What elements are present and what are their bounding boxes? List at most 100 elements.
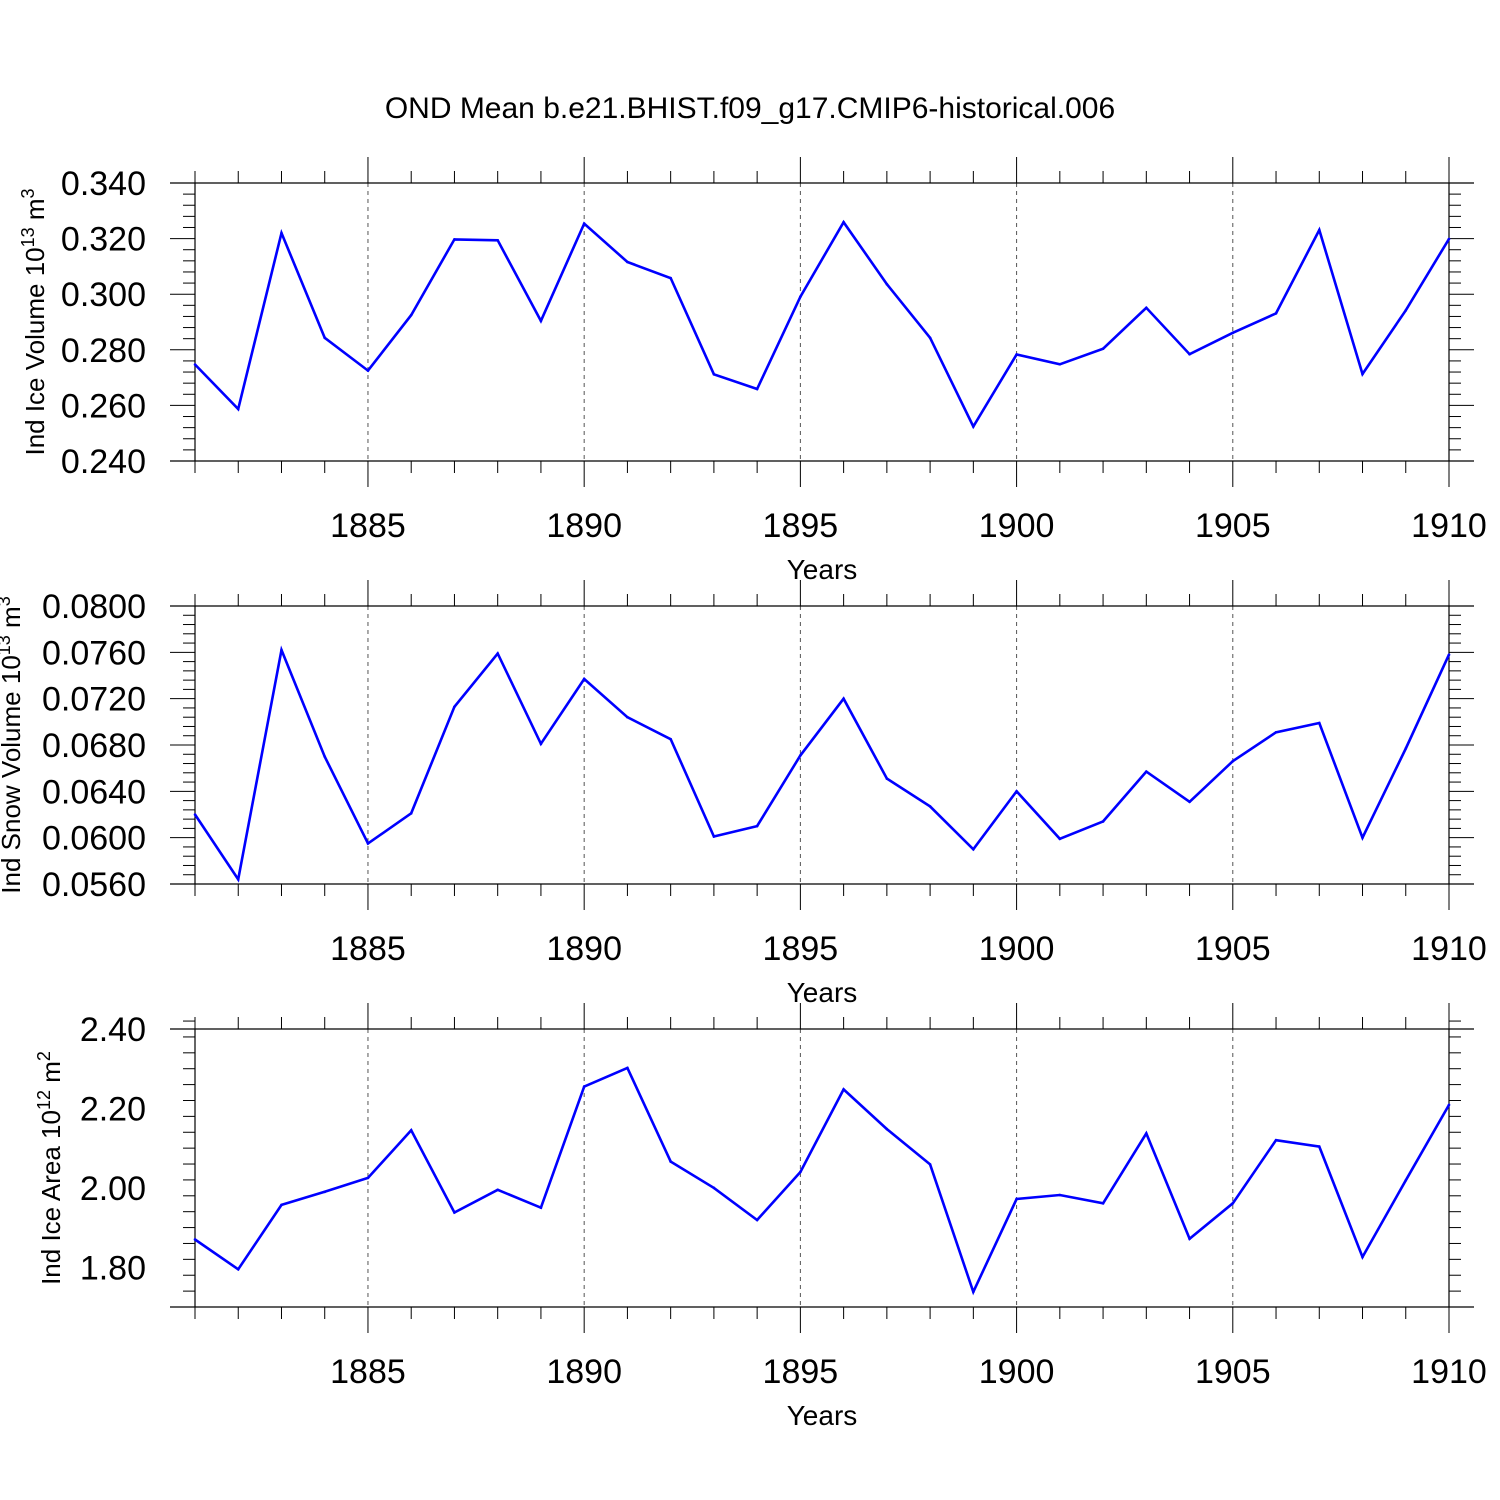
data-point <box>1274 730 1278 734</box>
series-line <box>193 645 1451 883</box>
y-tick-label: 0.320 <box>61 221 146 259</box>
data-point <box>323 1190 327 1194</box>
data-point <box>366 842 370 845</box>
data-point <box>236 878 240 881</box>
data-point <box>842 220 845 224</box>
data-point <box>1101 1202 1105 1205</box>
x-tick-label: 1895 <box>763 930 839 968</box>
data-point <box>280 1203 283 1207</box>
panel-2: 0.0560 0.0600 0.0640 0.0680 0.0720 0.0760 0.08… <box>0 580 1487 1008</box>
x-tick-label: 1910 <box>1411 1353 1487 1391</box>
y-tick-label: 0.300 <box>61 276 146 314</box>
y-axis-title: Ind Ice Area 1012 m2 <box>34 1051 66 1285</box>
data-point <box>409 1128 413 1132</box>
data-point <box>1188 800 1191 804</box>
y-tick-label: 0.0600 <box>42 820 146 858</box>
x-tick-label: 1890 <box>546 1353 622 1391</box>
data-point <box>669 1160 672 1163</box>
data-point <box>1231 759 1235 763</box>
data-point <box>626 715 629 719</box>
data-point <box>1058 1193 1062 1197</box>
data-point <box>1058 837 1062 841</box>
data-point <box>453 705 456 709</box>
data-point <box>1145 770 1148 773</box>
data-point <box>539 1206 543 1210</box>
data-point <box>1015 790 1018 793</box>
x-tick-label: 1890 <box>546 507 622 545</box>
data-point <box>1317 721 1321 725</box>
x-axis-title: Years <box>787 1400 858 1431</box>
y-tick-label: 1.80 <box>80 1249 146 1287</box>
data-point <box>1188 352 1191 356</box>
x-tick-label: 1895 <box>763 1353 839 1391</box>
data-point <box>1145 1132 1148 1135</box>
data-point <box>1404 747 1408 750</box>
x-tick-label: 1900 <box>979 1353 1055 1391</box>
y-tick-label: 2.40 <box>80 1011 146 1049</box>
y-tick-label: 0.260 <box>61 387 146 425</box>
data-point <box>799 295 802 299</box>
data-point <box>928 1163 932 1166</box>
data-point <box>1274 1138 1278 1142</box>
data-point <box>539 319 543 323</box>
data-point <box>755 387 759 391</box>
data-point <box>1231 1202 1235 1205</box>
y-tick-label: 0.340 <box>61 165 146 203</box>
data-point <box>1447 1103 1451 1107</box>
y-tick-label: 2.00 <box>80 1170 146 1208</box>
y-tick-label: 0.0560 <box>42 866 146 904</box>
x-tick-label: 1890 <box>546 930 622 968</box>
data-point <box>755 824 759 828</box>
data-point <box>1058 362 1062 366</box>
data-point <box>1447 653 1451 656</box>
data-point <box>236 1267 240 1271</box>
data-point <box>236 407 240 411</box>
data-point <box>323 336 327 340</box>
data-point <box>842 1088 845 1091</box>
data-point <box>1188 1237 1191 1240</box>
data-point <box>193 813 197 816</box>
data-point <box>496 1188 499 1192</box>
data-point <box>409 812 413 815</box>
data-point <box>972 425 975 428</box>
data-point <box>885 777 889 780</box>
data-point <box>799 1170 802 1174</box>
y-tick-label: 0.280 <box>61 332 146 370</box>
y-tick-label: 0.0760 <box>42 634 146 672</box>
data-point <box>280 231 283 235</box>
data-point <box>626 260 629 264</box>
data-point <box>366 369 370 372</box>
series-line <box>194 219 1451 430</box>
data-point <box>885 1127 889 1131</box>
x-tick-label: 1905 <box>1195 507 1271 545</box>
data-point <box>842 697 845 700</box>
data-point <box>972 1290 975 1294</box>
data-point <box>1361 1255 1364 1259</box>
x-tick-label: 1910 <box>1411 507 1487 545</box>
series-line <box>194 1066 1451 1296</box>
data-point <box>193 363 197 366</box>
data-point <box>928 805 932 808</box>
data-point <box>712 372 716 376</box>
data-point <box>496 652 499 655</box>
data-point <box>409 313 413 317</box>
data-point <box>193 1238 197 1241</box>
x-tick-label: 1885 <box>330 507 406 545</box>
data-point <box>712 835 716 838</box>
data-point <box>1145 306 1148 310</box>
data-point <box>1231 331 1235 335</box>
data-point <box>1404 309 1408 312</box>
data-point <box>755 1218 759 1222</box>
data-point <box>1447 237 1451 241</box>
data-point <box>582 222 586 225</box>
x-tick-label: 1885 <box>330 1353 406 1391</box>
data-point <box>669 737 672 741</box>
x-axis-title: Years <box>787 554 858 585</box>
figure-title: OND Mean b.e21.BHIST.f09_g17.CMIP6-histo… <box>385 92 1115 125</box>
data-point <box>885 282 889 286</box>
data-point <box>1317 1145 1321 1148</box>
y-tick-label: 0.240 <box>61 443 146 481</box>
x-tick-label: 1885 <box>330 930 406 968</box>
data-point <box>669 276 672 280</box>
